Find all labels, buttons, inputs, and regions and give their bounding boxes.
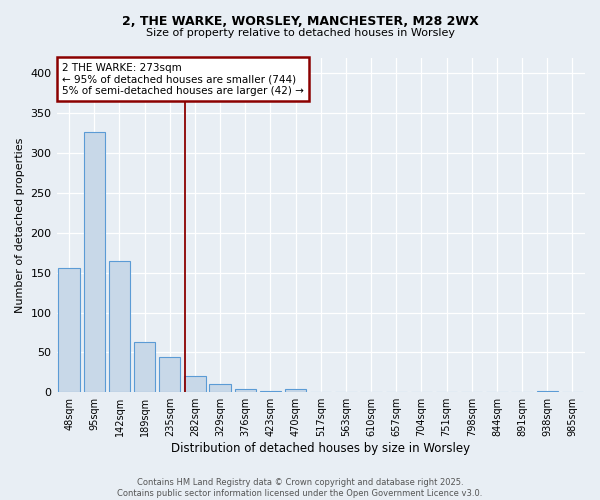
Bar <box>209 384 231 392</box>
Bar <box>159 357 181 392</box>
Y-axis label: Number of detached properties: Number of detached properties <box>15 137 25 312</box>
Bar <box>109 260 130 392</box>
Text: 2, THE WARKE, WORSLEY, MANCHESTER, M28 2WX: 2, THE WARKE, WORSLEY, MANCHESTER, M28 2… <box>122 15 478 28</box>
Bar <box>83 132 105 392</box>
Bar <box>285 389 307 392</box>
Bar <box>536 390 558 392</box>
Bar <box>134 342 155 392</box>
Bar <box>58 268 80 392</box>
Bar <box>184 376 206 392</box>
Text: Size of property relative to detached houses in Worsley: Size of property relative to detached ho… <box>146 28 455 38</box>
X-axis label: Distribution of detached houses by size in Worsley: Distribution of detached houses by size … <box>171 442 470 455</box>
Text: Contains HM Land Registry data © Crown copyright and database right 2025.
Contai: Contains HM Land Registry data © Crown c… <box>118 478 482 498</box>
Bar <box>235 389 256 392</box>
Text: 2 THE WARKE: 273sqm
← 95% of detached houses are smaller (744)
5% of semi-detach: 2 THE WARKE: 273sqm ← 95% of detached ho… <box>62 62 304 96</box>
